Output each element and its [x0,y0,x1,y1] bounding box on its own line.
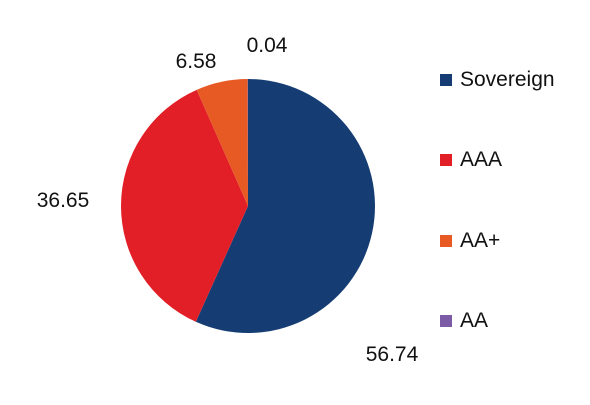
data-label-aa-plus: 6.58 [176,50,217,73]
legend-label-sovereign: Sovereign [460,68,555,91]
data-label-aaa: 36.65 [37,189,90,212]
legend-item-aaa: AAA [440,148,502,172]
data-label-sovereign: 56.74 [366,343,419,366]
pie-slice-aa-plus [196,79,248,206]
legend-swatch-aaa [440,154,452,166]
legend-item-aa-plus: AA+ [440,229,500,253]
legend-swatch-aa [440,315,452,327]
legend-item-aa: AA [440,309,488,333]
legend-label-aa: AA [460,309,489,332]
legend-label-aaa: AAA [460,148,503,171]
pie-data-labels: 56.74 36.65 6.58 0.04 [37,34,419,366]
pie-slice-aaa [121,89,248,322]
legend-item-sovereign: Sovereign [440,68,555,92]
data-label-aa: 0.04 [247,34,288,57]
pie-slices [121,78,375,333]
pie-slice-sovereign [195,79,375,333]
legend-swatch-sovereign [440,74,452,86]
legend-swatch-aa-plus [440,235,452,247]
legend-label-aa-plus: AA+ [460,229,501,252]
